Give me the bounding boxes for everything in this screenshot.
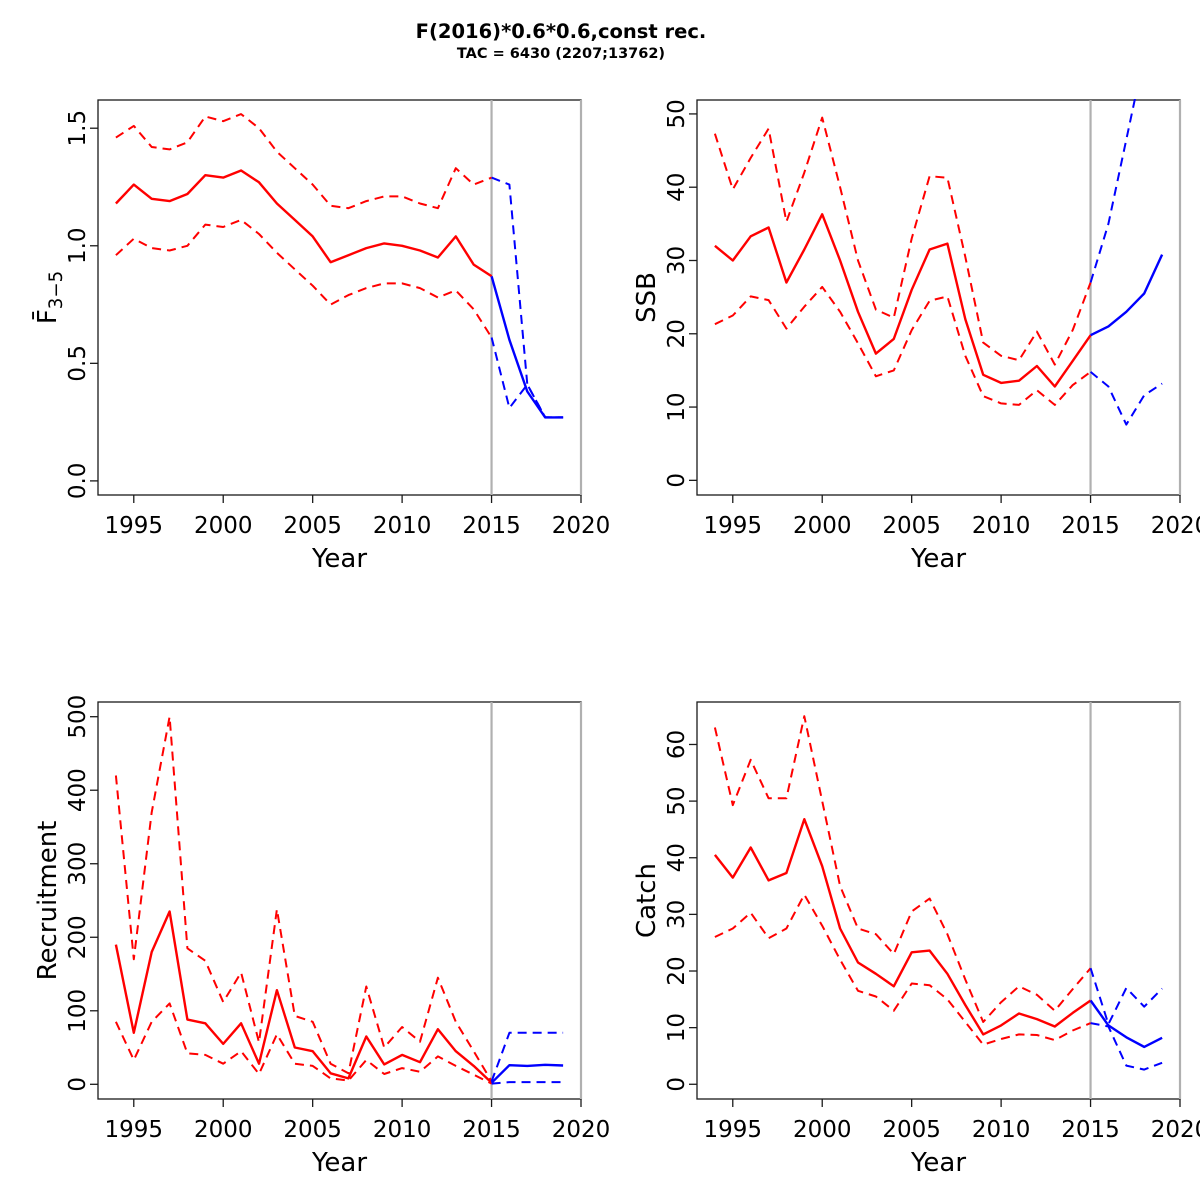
fbar-series-group <box>115 113 564 419</box>
catch-series-group <box>713 715 1163 1071</box>
catch-x-tick-label: 1995 <box>704 1117 763 1143</box>
panel-fbar: 1995 2000 2005 2010 2015 2020 0.0 0.5 1.0 1.5 Year… <box>31 99 611 574</box>
panel-catch: 1995 2000 2005 2010 2015 2020 0 10 20 30 40 50 60 Yea… <box>632 701 1200 1178</box>
catch-x-tick-label: 2020 <box>1151 1117 1200 1143</box>
ssb-y-axis-label: SSB <box>632 272 662 323</box>
ssb-forecast-median-line <box>1090 254 1164 337</box>
recruitment-y-tick-label: 100 <box>65 989 91 1033</box>
fbar-x-tick-label: 2020 <box>552 513 611 539</box>
catch-y-axis-label: Catch <box>632 863 662 938</box>
ssb-y-tick-label: 10 <box>664 392 690 421</box>
fbar-historical-median-line <box>115 169 493 278</box>
ssb-y-tick-label: 30 <box>664 246 690 275</box>
fbar-historical-upper-ci-line <box>115 113 492 210</box>
fbar-y-tick-label: 1.0 <box>65 227 91 264</box>
catch-forecast-lower-ci-line <box>1090 1022 1163 1071</box>
fbar-forecast-lower-ci-line <box>490 337 564 419</box>
ssb-x-tick-label: 2000 <box>793 513 852 539</box>
catch-forecast-median-line <box>1089 999 1163 1049</box>
ssb-x-tick-label: 2005 <box>882 513 941 539</box>
catch-historical-median-line <box>713 818 1092 1036</box>
ssb-plot-border <box>696 99 1181 496</box>
catch-plot-border <box>696 701 1181 1100</box>
recruitment-y-tick-label: 0 <box>65 1077 91 1092</box>
ssb-y-tick-label: 20 <box>664 319 690 348</box>
ssb-historical-median-line <box>714 213 1092 388</box>
recruitment-y-tick-label: 500 <box>65 695 91 739</box>
ssb-y-tick-label: 50 <box>664 99 690 128</box>
ssb-x-tick-label: 2010 <box>972 513 1031 539</box>
catch-historical-lower-ci-line <box>714 893 1091 1046</box>
ssb-historical-upper-ci-line <box>713 116 1092 366</box>
fbar-x-tick-label: 1995 <box>105 513 164 539</box>
ssb-forecast-upper-ci-line <box>1089 99 1136 283</box>
catch-x-tick-label: 2010 <box>972 1117 1031 1143</box>
figure-title: F(2016)*0.6*0.6,const rec. <box>415 20 707 43</box>
ssb-forecast-lower-ci-line <box>1089 371 1163 426</box>
fbar-forecast-upper-ci-line <box>491 176 564 419</box>
ssb-x-tick-label: 2020 <box>1151 513 1200 539</box>
fbar-y-tick-label: 0.0 <box>65 463 91 500</box>
catch-x-tick-label: 2015 <box>1061 1117 1120 1143</box>
ssb-x-tick-label: 1995 <box>704 513 763 539</box>
recruitment-x-tick-label: 2000 <box>194 1117 253 1143</box>
ssb-series-group <box>713 99 1164 426</box>
recruitment-forecast-lower-ci-line <box>491 1081 564 1085</box>
recruitment-y-tick-label: 200 <box>65 915 91 959</box>
recruitment-x-tick-label: 1995 <box>105 1117 164 1143</box>
recruitment-series-group <box>114 715 564 1085</box>
recruitment-x-tick-label: 2020 <box>552 1117 611 1143</box>
recruitment-forecast-median-line <box>490 1063 564 1084</box>
catch-y-tick-label: 10 <box>664 1013 690 1042</box>
fbar-x-tick-label: 2015 <box>462 513 521 539</box>
fbar-y-tick-label: 0.5 <box>65 345 91 382</box>
fbar-x-axis-label: Year <box>311 544 367 574</box>
catch-y-tick-label: 40 <box>664 843 690 872</box>
catch-y-tick-label: 20 <box>664 956 690 985</box>
panel-ssb: 1995 2000 2005 2010 2015 2020 0 10 20 30 40 50 Year S… <box>632 99 1200 574</box>
catch-x-tick-label: 2005 <box>882 1117 941 1143</box>
catch-y-tick-label: 30 <box>664 900 690 929</box>
catch-y-tick-label: 0 <box>664 1077 690 1092</box>
fbar-plot-border <box>97 99 582 496</box>
ssb-x-tick-label: 2015 <box>1061 513 1120 539</box>
catch-x-axis-label: Year <box>910 1148 966 1178</box>
recruitment-historical-lower-ci-line <box>114 1002 493 1085</box>
panel-recruitment: 1995 2000 2005 2010 2015 2020 0 100 200 300 400 500… <box>33 695 610 1178</box>
recruitment-historical-upper-ci-line <box>114 715 493 1082</box>
recruitment-x-axis-label: Year <box>311 1148 367 1178</box>
fbar-historical-lower-ci-line <box>115 218 493 339</box>
ssb-y-tick-label: 0 <box>664 473 690 488</box>
fbar-forecast-median-line <box>490 275 564 419</box>
fbar-x-tick-label: 2000 <box>194 513 253 539</box>
figure-subtitle: TAC = 6430 (2207;13762) <box>456 46 666 62</box>
recruitment-y-tick-label: 300 <box>65 842 91 886</box>
ssb-y-tick-label: 40 <box>664 173 690 202</box>
catch-x-tick-label: 2000 <box>793 1117 852 1143</box>
catch-y-tick-label: 50 <box>664 786 690 815</box>
recruitment-y-axis-label: Recruitment <box>33 821 63 981</box>
recruitment-forecast-upper-ci-line <box>490 1031 564 1082</box>
recruitment-x-tick-label: 2015 <box>462 1117 521 1143</box>
ssb-x-axis-label: Year <box>910 544 966 574</box>
recruitment-x-tick-label: 2010 <box>373 1117 432 1143</box>
fbar-y-tick-label: 1.5 <box>65 110 91 147</box>
fbar-x-tick-label: 2005 <box>283 513 342 539</box>
catch-historical-upper-ci-line <box>713 715 1092 1023</box>
recruitment-y-tick-label: 400 <box>65 768 91 812</box>
ssb-historical-lower-ci-line <box>714 285 1092 406</box>
fbar-y-axis-label: F̄3−5 <box>31 271 67 324</box>
recruitment-historical-median-line <box>114 910 493 1084</box>
catch-y-tick-label: 60 <box>664 730 690 759</box>
recruitment-x-tick-label: 2005 <box>283 1117 342 1143</box>
recruitment-plot-border <box>97 701 582 1100</box>
fbar-x-tick-label: 2010 <box>373 513 432 539</box>
